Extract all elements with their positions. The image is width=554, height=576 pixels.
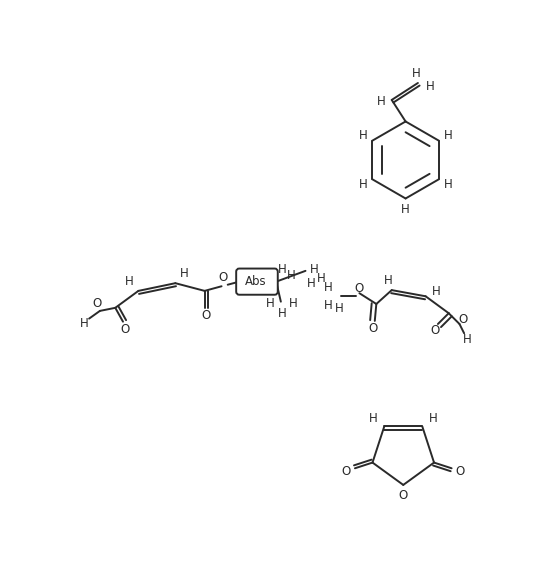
Text: H: H — [80, 317, 89, 329]
Text: H: H — [310, 263, 319, 276]
Text: O: O — [399, 489, 408, 502]
Text: O: O — [368, 322, 378, 335]
Text: H: H — [180, 267, 189, 281]
Text: H: H — [307, 276, 316, 290]
Text: O: O — [92, 297, 101, 310]
Text: H: H — [369, 412, 378, 425]
Text: H: H — [125, 275, 134, 288]
Text: H: H — [429, 412, 438, 425]
Text: H: H — [444, 129, 453, 142]
Text: H: H — [444, 178, 453, 191]
Text: O: O — [341, 465, 351, 478]
Text: H: H — [432, 285, 441, 298]
Text: H: H — [384, 274, 393, 287]
Text: H: H — [324, 281, 333, 294]
Text: O: O — [218, 271, 228, 283]
Text: H: H — [266, 297, 274, 310]
Text: H: H — [288, 269, 296, 282]
Text: O: O — [355, 282, 364, 295]
Text: H: H — [335, 302, 343, 315]
FancyBboxPatch shape — [236, 268, 278, 295]
Text: H: H — [358, 178, 367, 191]
Text: H: H — [278, 263, 287, 276]
Text: H: H — [324, 299, 333, 312]
Text: H: H — [463, 333, 471, 346]
Text: O: O — [456, 465, 465, 478]
Text: H: H — [289, 297, 297, 310]
Text: O: O — [458, 313, 467, 326]
Text: H: H — [377, 95, 386, 108]
Text: H: H — [401, 203, 410, 216]
Text: H: H — [278, 308, 287, 320]
Text: Abs: Abs — [245, 275, 267, 288]
Text: H: H — [412, 67, 420, 80]
Text: H: H — [358, 129, 367, 142]
Text: O: O — [120, 323, 129, 336]
Text: O: O — [202, 309, 211, 322]
Text: H: H — [426, 79, 434, 93]
Text: H: H — [316, 272, 325, 285]
Text: O: O — [430, 324, 439, 336]
